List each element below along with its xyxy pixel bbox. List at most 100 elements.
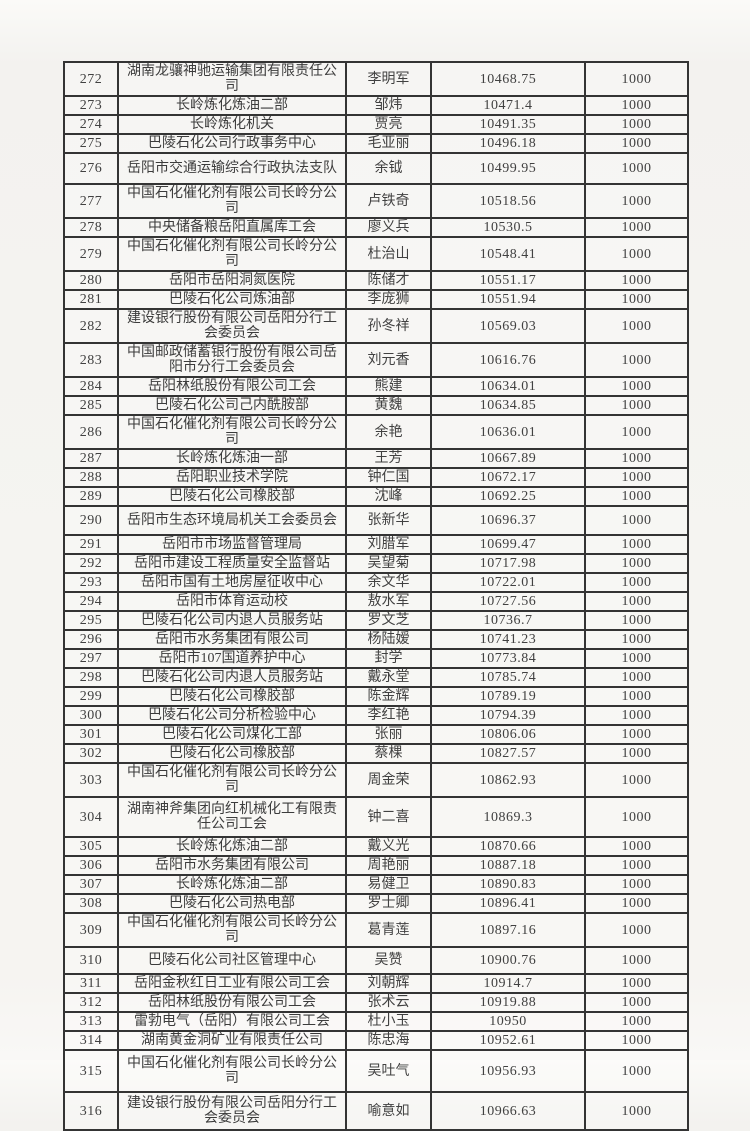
cell-amount: 10722.01 bbox=[430, 572, 586, 593]
cell-person-name: 钟二喜 bbox=[345, 796, 432, 838]
cell-row-number: 303 bbox=[63, 762, 119, 798]
cell-quota: 1000 bbox=[584, 874, 689, 895]
cell-quota: 1000 bbox=[584, 762, 689, 798]
cell-row-number: 289 bbox=[63, 486, 119, 507]
cell-quota: 1000 bbox=[584, 610, 689, 631]
cell-person-name: 吴赞 bbox=[345, 946, 432, 975]
cell-organization-name: 巴陵石化公司橡胶部 bbox=[117, 743, 347, 764]
cell-quota: 1000 bbox=[584, 236, 689, 272]
cell-row-number: 306 bbox=[63, 855, 119, 876]
table-row: 304 湖南神斧集团向红机械化工有限责任公司工会 钟二喜 10869.3 100… bbox=[63, 796, 689, 838]
cell-amount: 10789.19 bbox=[430, 686, 586, 707]
cell-amount: 10890.83 bbox=[430, 874, 586, 895]
table-row: 302 巴陵石化公司橡胶部 蔡棵 10827.57 1000 bbox=[63, 743, 689, 764]
cell-row-number: 295 bbox=[63, 610, 119, 631]
table-row: 303 中国石化催化剂有限公司长岭分公司 周金荣 10862.93 1000 bbox=[63, 762, 689, 798]
table-row: 285 巴陵石化公司己内酰胺部 黄魏 10634.85 1000 bbox=[63, 395, 689, 416]
table-row: 293 岳阳市国有土地房屋征收中心 余文华 10722.01 1000 bbox=[63, 572, 689, 593]
cell-row-number: 300 bbox=[63, 705, 119, 726]
table-row: 315 中国石化催化剂有限公司长岭分公司 吴吐气 10956.93 1000 bbox=[63, 1049, 689, 1093]
cell-row-number: 272 bbox=[63, 61, 119, 97]
cell-person-name: 周艳丽 bbox=[345, 855, 432, 876]
cell-row-number: 283 bbox=[63, 342, 119, 378]
table-row: 273 长岭炼化炼油二部 邹炜 10471.4 1000 bbox=[63, 95, 689, 116]
table-row: 288 岳阳职业技术学院 钟仁国 10672.17 1000 bbox=[63, 467, 689, 488]
table-row: 284 岳阳林纸股份有限公司工会 熊建 10634.01 1000 bbox=[63, 376, 689, 397]
cell-person-name: 陈忠海 bbox=[345, 1030, 432, 1051]
cell-person-name: 毛亚丽 bbox=[345, 133, 432, 154]
table-row: 281 巴陵石化公司炼油部 李庞狮 10551.94 1000 bbox=[63, 289, 689, 310]
cell-row-number: 274 bbox=[63, 114, 119, 135]
table-row: 275 巴陵石化公司行政事务中心 毛亚丽 10496.18 1000 bbox=[63, 133, 689, 154]
cell-quota: 1000 bbox=[584, 61, 689, 97]
cell-quota: 1000 bbox=[584, 308, 689, 344]
cell-row-number: 315 bbox=[63, 1049, 119, 1093]
table-row: 274 长岭炼化机关 贾亮 10491.35 1000 bbox=[63, 114, 689, 135]
cell-amount: 10634.85 bbox=[430, 395, 586, 416]
cell-quota: 1000 bbox=[584, 1011, 689, 1032]
cell-organization-name: 岳阳市107国道养护中心 bbox=[117, 648, 347, 669]
table-row: 276 岳阳市交通运输综合行政执法支队 余钺 10499.95 1000 bbox=[63, 152, 689, 185]
cell-person-name: 敖水军 bbox=[345, 591, 432, 612]
cell-person-name: 喻意如 bbox=[345, 1091, 432, 1131]
cell-organization-name: 中国邮政储蓄银行股份有限公司岳阳市分行工会委员会 bbox=[117, 342, 347, 378]
cell-amount: 10468.75 bbox=[430, 61, 586, 97]
cell-person-name: 余文华 bbox=[345, 572, 432, 593]
cell-quota: 1000 bbox=[584, 270, 689, 291]
cell-organization-name: 岳阳市生态环境局机关工会委员会 bbox=[117, 505, 347, 536]
cell-person-name: 杜小玉 bbox=[345, 1011, 432, 1032]
cell-quota: 1000 bbox=[584, 743, 689, 764]
cell-organization-name: 中国石化催化剂有限公司长岭分公司 bbox=[117, 912, 347, 948]
cell-row-number: 313 bbox=[63, 1011, 119, 1032]
cell-row-number: 277 bbox=[63, 183, 119, 219]
cell-person-name: 刘朝辉 bbox=[345, 973, 432, 994]
cell-amount: 10530.5 bbox=[430, 217, 586, 238]
table-row: 316 建设银行股份有限公司岳阳分行工会委员会 喻意如 10966.63 100… bbox=[63, 1091, 689, 1131]
cell-person-name: 贾亮 bbox=[345, 114, 432, 135]
cell-row-number: 307 bbox=[63, 874, 119, 895]
cell-row-number: 278 bbox=[63, 217, 119, 238]
cell-row-number: 305 bbox=[63, 836, 119, 857]
cell-amount: 10869.3 bbox=[430, 796, 586, 838]
cell-organization-name: 中央储备粮岳阳直属库工会 bbox=[117, 217, 347, 238]
cell-amount: 10919.88 bbox=[430, 992, 586, 1013]
cell-row-number: 287 bbox=[63, 448, 119, 469]
cell-organization-name: 长岭炼化炼油二部 bbox=[117, 836, 347, 857]
cell-quota: 1000 bbox=[584, 95, 689, 116]
cell-quota: 1000 bbox=[584, 855, 689, 876]
cell-row-number: 312 bbox=[63, 992, 119, 1013]
cell-row-number: 304 bbox=[63, 796, 119, 838]
cell-quota: 1000 bbox=[584, 376, 689, 397]
table-row: 272 湖南龙骧神驰运输集团有限责任公司 李明军 10468.75 1000 bbox=[63, 61, 689, 97]
cell-organization-name: 巴陵石化公司内退人员服务站 bbox=[117, 667, 347, 688]
table-row: 313 雷勃电气（岳阳）有限公司工会 杜小玉 10950 1000 bbox=[63, 1011, 689, 1032]
cell-organization-name: 岳阳职业技术学院 bbox=[117, 467, 347, 488]
table-row: 280 岳阳市岳阳洞氮医院 陈储才 10551.17 1000 bbox=[63, 270, 689, 291]
cell-organization-name: 巴陵石化公司社区管理中心 bbox=[117, 946, 347, 975]
cell-person-name: 葛青莲 bbox=[345, 912, 432, 948]
cell-amount: 10956.93 bbox=[430, 1049, 586, 1093]
cell-organization-name: 岳阳市水务集团有限公司 bbox=[117, 629, 347, 650]
cell-row-number: 299 bbox=[63, 686, 119, 707]
cell-amount: 10806.06 bbox=[430, 724, 586, 745]
cell-person-name: 邹炜 bbox=[345, 95, 432, 116]
cell-person-name: 熊建 bbox=[345, 376, 432, 397]
cell-row-number: 292 bbox=[63, 553, 119, 574]
cell-person-name: 余钺 bbox=[345, 152, 432, 185]
cell-quota: 1000 bbox=[584, 289, 689, 310]
cell-person-name: 卢铁奇 bbox=[345, 183, 432, 219]
cell-organization-name: 巴陵石化公司炼油部 bbox=[117, 289, 347, 310]
cell-person-name: 王芳 bbox=[345, 448, 432, 469]
table-row: 295 巴陵石化公司内退人员服务站 罗文芝 10736.7 1000 bbox=[63, 610, 689, 631]
cell-row-number: 284 bbox=[63, 376, 119, 397]
cell-amount: 10672.17 bbox=[430, 467, 586, 488]
table-row: 309 中国石化催化剂有限公司长岭分公司 葛青莲 10897.16 1000 bbox=[63, 912, 689, 948]
cell-organization-name: 巴陵石化公司行政事务中心 bbox=[117, 133, 347, 154]
cell-organization-name: 中国石化催化剂有限公司长岭分公司 bbox=[117, 236, 347, 272]
cell-quota: 1000 bbox=[584, 796, 689, 838]
cell-organization-name: 中国石化催化剂有限公司长岭分公司 bbox=[117, 762, 347, 798]
cell-row-number: 294 bbox=[63, 591, 119, 612]
cell-row-number: 275 bbox=[63, 133, 119, 154]
table-row: 289 巴陵石化公司橡胶部 沈峰 10692.25 1000 bbox=[63, 486, 689, 507]
cell-quota: 1000 bbox=[584, 505, 689, 536]
